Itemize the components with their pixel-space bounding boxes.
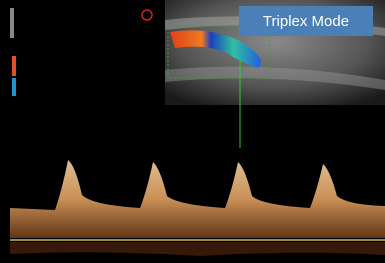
color-scale-blue xyxy=(12,78,16,96)
mode-label: Triplex Mode xyxy=(263,13,349,30)
color-scale-red xyxy=(12,56,16,76)
ultrasound-screen: Triplex Mode xyxy=(0,0,385,263)
gray-scale-bar xyxy=(10,8,14,38)
